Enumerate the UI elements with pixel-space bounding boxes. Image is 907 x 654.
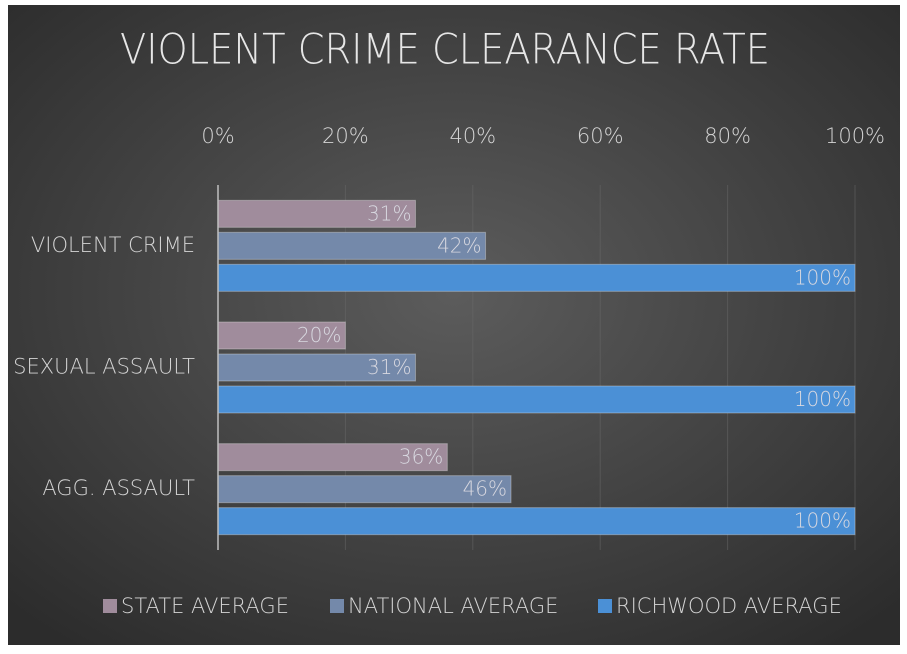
x-tick-label: 100% [825, 124, 885, 148]
data-label: 36% [399, 445, 443, 469]
data-label: 31% [367, 201, 411, 225]
data-label: 46% [463, 477, 507, 501]
bar [217, 385, 856, 414]
data-label: 42% [437, 233, 481, 257]
y-tick-label: SEXUAL ASSAULT [13, 355, 195, 379]
bar [217, 199, 416, 228]
x-tick-label: 20% [322, 124, 369, 148]
chart-title: VIOLENT CRIME CLEARANCE RATE [120, 25, 770, 74]
x-tick-label: 40% [449, 124, 496, 148]
chart-background [8, 5, 900, 645]
y-tick-label: AGG. ASSAULT [42, 476, 195, 500]
data-label: 31% [367, 355, 411, 379]
legend-label: STATE AVERAGE [121, 594, 289, 618]
bar [217, 321, 346, 350]
x-tick-label: 80% [704, 124, 751, 148]
bar [217, 475, 512, 504]
x-tick-label: 60% [577, 124, 624, 148]
bar [217, 443, 448, 472]
data-label: 20% [297, 323, 341, 347]
bar [217, 507, 856, 536]
data-label: 100% [794, 387, 851, 411]
bar [217, 353, 416, 382]
legend-swatch [330, 599, 344, 613]
legend-swatch [598, 599, 612, 613]
data-label: 100% [794, 265, 851, 289]
legend-swatch [103, 599, 117, 613]
x-tick-label: 0% [201, 124, 234, 148]
bar [217, 263, 856, 292]
legend-label: NATIONAL AVERAGE [348, 594, 558, 618]
y-tick-label: VIOLENT CRIME [31, 233, 195, 257]
legend-label: RICHWOOD AVERAGE [616, 594, 842, 618]
data-label: 100% [794, 509, 851, 533]
